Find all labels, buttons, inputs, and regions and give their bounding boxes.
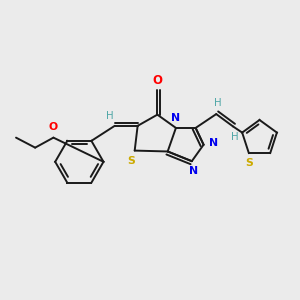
Text: N: N xyxy=(189,167,198,176)
Text: O: O xyxy=(152,74,162,87)
Text: H: H xyxy=(214,98,221,108)
Text: O: O xyxy=(48,122,57,132)
Text: N: N xyxy=(171,113,180,124)
Text: S: S xyxy=(245,158,253,168)
Text: H: H xyxy=(106,111,114,121)
Text: H: H xyxy=(231,132,238,142)
Text: S: S xyxy=(127,156,135,166)
Text: N: N xyxy=(209,138,218,148)
